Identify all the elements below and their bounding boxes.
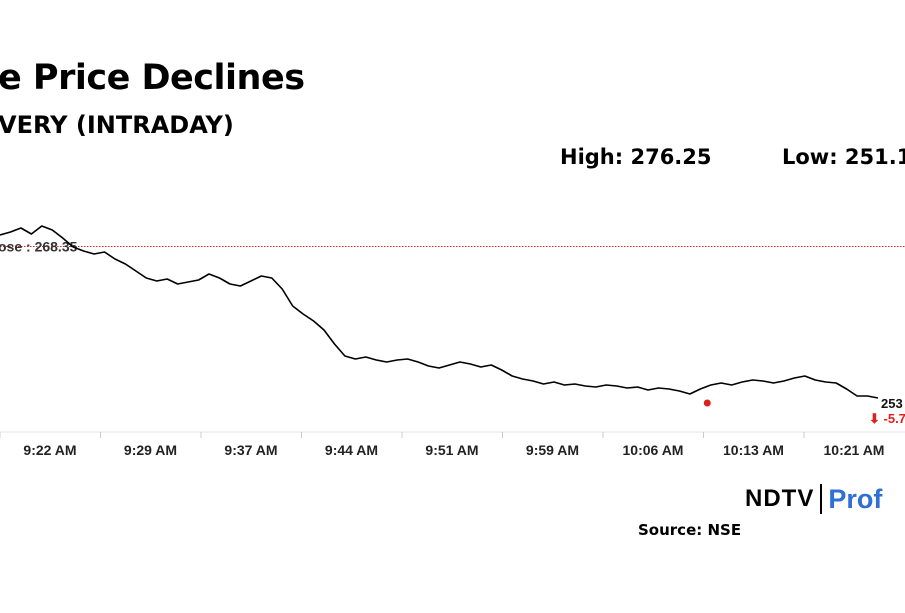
x-axis: 9:22 AM 9:29 AM 9:37 AM 9:44 AM 9:51 AM 9:59 … <box>0 431 905 458</box>
price-change-label: ⬇ -5.7 <box>869 411 905 426</box>
x-tick-label: 10:21 AM <box>824 442 885 458</box>
previous-close-label: ose : 268.35 <box>0 239 78 255</box>
chart-subtitle: VERY (INTRADAY) <box>0 111 234 139</box>
source-note: Source: NSE <box>638 521 742 539</box>
low-stat: Low: 251.1 <box>782 145 905 169</box>
x-tick-label: 10:06 AM <box>623 442 684 458</box>
x-tick-label: 9:51 AM <box>425 442 478 458</box>
x-tick-label: 9:29 AM <box>124 442 177 458</box>
x-tick-label: 9:59 AM <box>526 442 579 458</box>
logo-ndtv-text: NDTV <box>745 485 815 512</box>
logo-divider <box>820 484 823 514</box>
price-series-line <box>0 225 879 399</box>
x-tick-label: 10:13 AM <box>723 442 784 458</box>
chart-title: e Price Declines <box>0 58 305 98</box>
x-tick-label: 9:22 AM <box>23 442 76 458</box>
day-low-marker <box>703 399 711 407</box>
last-price-label: 253 <box>881 396 903 411</box>
x-tick-label: 9:44 AM <box>325 442 378 458</box>
logo-profit-text: Prof <box>828 483 883 514</box>
high-stat: High: 276.25 <box>560 145 712 169</box>
x-tick-label: 9:37 AM <box>224 442 277 458</box>
ndtv-profit-logo: NDTV Prof <box>745 482 882 516</box>
